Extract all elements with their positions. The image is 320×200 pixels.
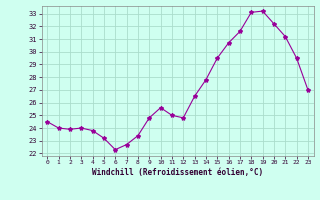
X-axis label: Windchill (Refroidissement éolien,°C): Windchill (Refroidissement éolien,°C) — [92, 168, 263, 177]
